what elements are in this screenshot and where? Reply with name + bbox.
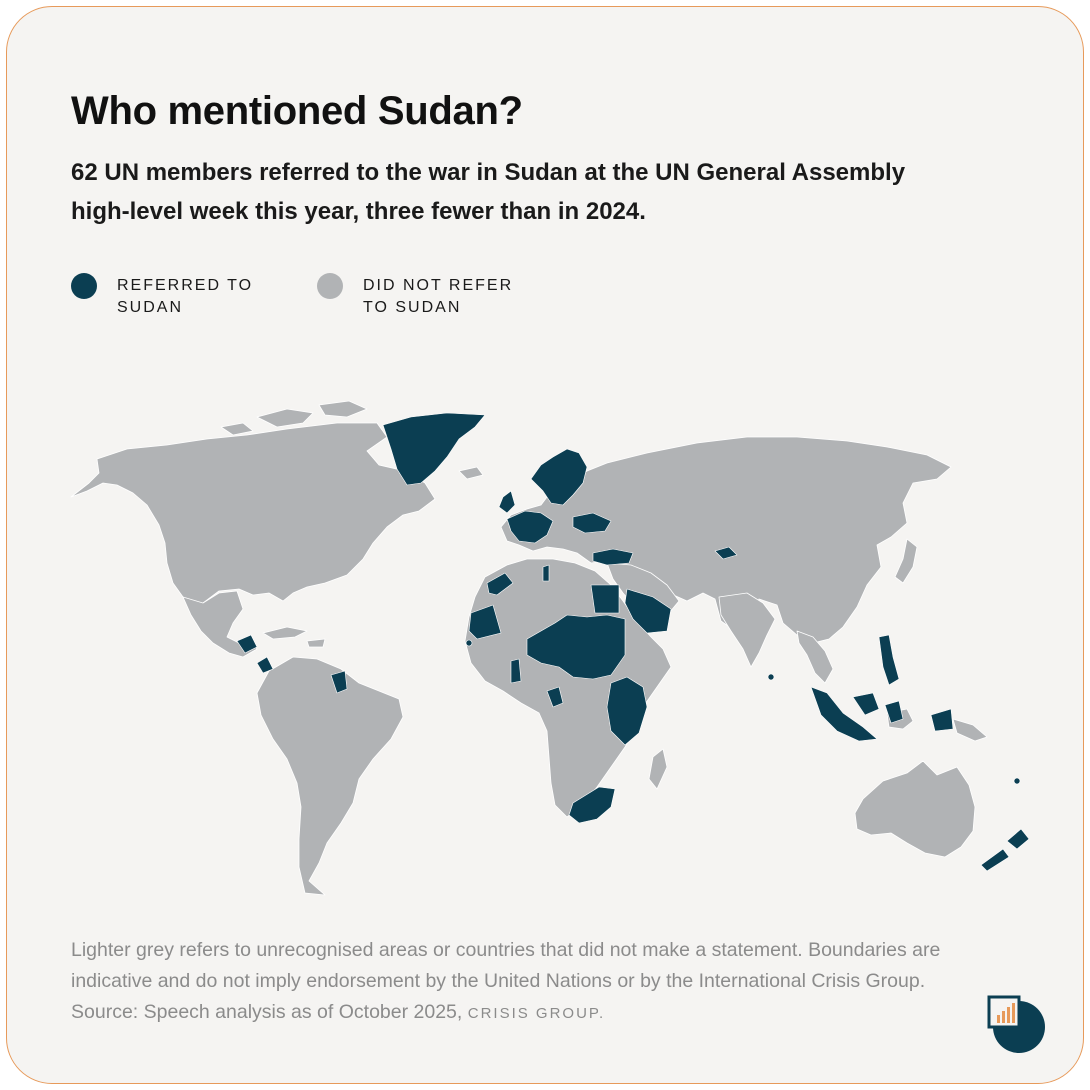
land-iceland <box>458 466 484 480</box>
country-uk <box>498 490 516 514</box>
country-sri-lanka <box>767 673 775 681</box>
world-map <box>70 400 1030 896</box>
map-referred-countries <box>236 412 1030 872</box>
country-western-europe <box>506 510 554 544</box>
land-png <box>952 718 988 742</box>
footnote-text: Lighter grey refers to unrecognised area… <box>71 939 941 1023</box>
infographic-card: Who mentioned Sudan? 62 UN members refer… <box>6 6 1084 1084</box>
page-title: Who mentioned Sudan? <box>71 89 523 133</box>
country-tunisia <box>542 564 550 582</box>
legend-item-not-referred: Did not refer to Sudan <box>317 273 533 319</box>
country-guyana <box>330 670 348 694</box>
legend-dot-referred <box>71 273 97 299</box>
country-cabo-verde <box>465 639 473 647</box>
land-se-asia <box>796 630 834 684</box>
legend-item-referred: Referred to Sudan <box>71 273 287 319</box>
country-turkey <box>592 548 634 566</box>
land-north-america <box>70 422 436 608</box>
footnote: Lighter grey refers to unrecognised area… <box>71 935 971 1029</box>
crisis-group-logo <box>987 995 1045 1053</box>
country-philippines <box>878 634 900 686</box>
country-south-africa <box>568 786 616 824</box>
country-ghana <box>510 658 522 684</box>
country-morocco <box>486 572 514 596</box>
country-new-zealand <box>980 828 1030 872</box>
land-india <box>718 592 776 668</box>
country-norway-sweden-finland <box>530 448 588 506</box>
country-kyrgyzstan <box>714 546 738 560</box>
subtitle: 62 UN members referred to the war in Sud… <box>71 159 906 225</box>
country-gabon <box>546 686 564 708</box>
land-eurasia <box>500 436 952 644</box>
land-australia <box>854 760 976 858</box>
legend-dot-not-referred <box>317 273 343 299</box>
country-sahel-block <box>526 614 626 680</box>
map-grey-land <box>70 400 988 896</box>
country-mauritania <box>468 604 502 640</box>
land-madagascar <box>648 748 668 790</box>
footnote-brand: Crisis Group. <box>467 1005 606 1022</box>
land-south-america <box>256 656 404 896</box>
country-indonesia <box>810 686 954 742</box>
land-caribbean <box>262 626 326 648</box>
country-fiji <box>1013 777 1021 785</box>
land-japan <box>894 538 918 584</box>
country-central-america <box>236 634 274 674</box>
legend-label-referred: Referred to Sudan <box>117 277 254 316</box>
country-egypt <box>590 584 620 614</box>
land-arctic-islands <box>220 400 368 436</box>
country-east-africa <box>606 676 648 746</box>
country-greenland <box>382 412 486 486</box>
country-saudi-arabia <box>624 588 672 634</box>
legend-label-not-referred: Did not refer to Sudan <box>363 277 514 316</box>
country-ukraine <box>572 512 612 534</box>
